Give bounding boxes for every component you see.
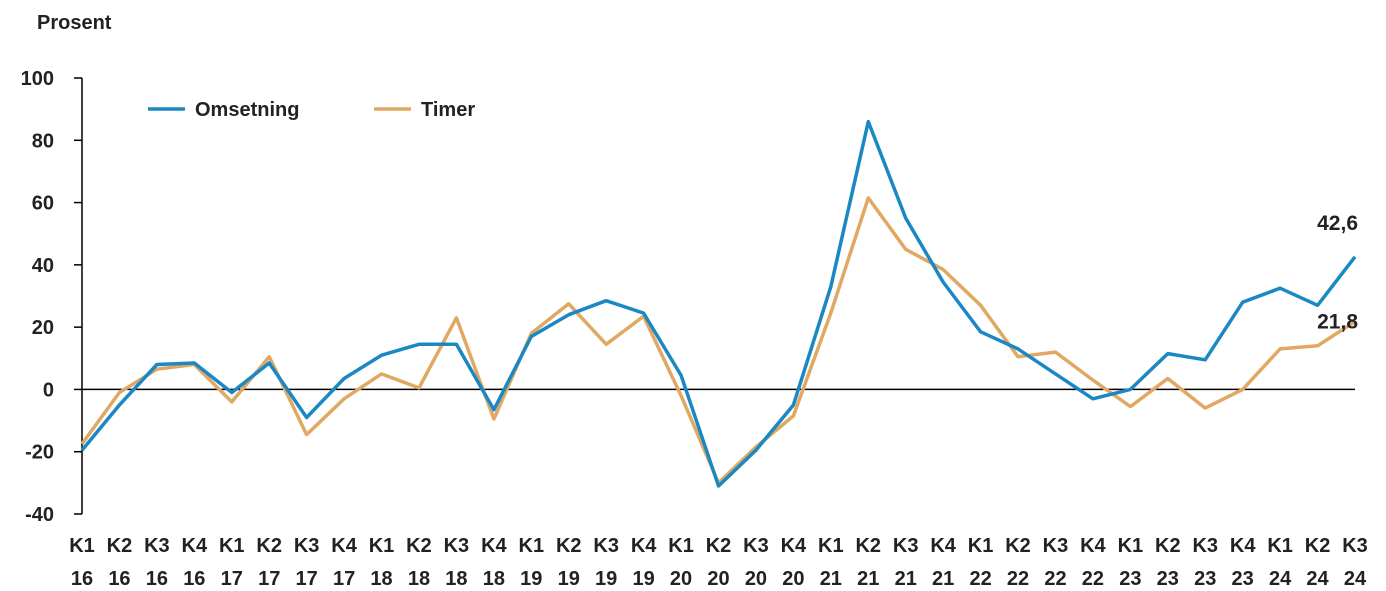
x-tick-label-quarter: K4	[781, 535, 807, 557]
x-tick-label-year: 22	[969, 568, 991, 590]
x-tick-label-year: 21	[895, 568, 917, 590]
x-tick-label-quarter: K4	[331, 535, 357, 557]
y-tick-label: 20	[32, 317, 54, 339]
x-tick-label-year: 20	[745, 568, 767, 590]
x-tick-label-quarter: K1	[1118, 535, 1144, 557]
x-tick-label-year: 16	[146, 568, 168, 590]
x-tick-label-quarter: K2	[1155, 535, 1181, 557]
x-tick-label-year: 20	[670, 568, 692, 590]
x-tick-label-year: 19	[595, 568, 617, 590]
x-tick-label-year: 19	[520, 568, 542, 590]
y-tick-label: 80	[32, 130, 54, 152]
x-tick-label-year: 17	[296, 568, 318, 590]
x-tick-label-quarter: K2	[107, 535, 133, 557]
x-tick-label-year: 18	[445, 568, 467, 590]
x-tick-label-quarter: K4	[1230, 535, 1256, 557]
x-tick-label-quarter: K4	[930, 535, 956, 557]
x-tick-label-year: 21	[932, 568, 954, 590]
y-tick-label: 0	[43, 379, 54, 401]
x-tick-label-year: 22	[1007, 568, 1029, 590]
x-tick-label-year: 20	[782, 568, 804, 590]
x-tick-label-quarter: K2	[406, 535, 432, 557]
x-tick-label-year: 18	[408, 568, 430, 590]
end-label-omsetning: 42,6	[1317, 212, 1358, 235]
x-tick-label-quarter: K1	[668, 535, 694, 557]
legend-label-omsetning: Omsetning	[195, 99, 299, 121]
x-tick-label-year: 23	[1232, 568, 1254, 590]
x-tick-label-year: 22	[1082, 568, 1104, 590]
x-tick-label-year: 17	[333, 568, 355, 590]
x-tick-label-quarter: K3	[294, 535, 320, 557]
x-tick-label-quarter: K3	[893, 535, 919, 557]
x-tick-label-year: 23	[1119, 568, 1141, 590]
x-tick-label-year: 19	[558, 568, 580, 590]
y-tick-label: 60	[32, 193, 54, 215]
x-tick-label-quarter: K3	[144, 535, 170, 557]
x-tick-label-year: 16	[71, 568, 93, 590]
x-tick-label-quarter: K1	[1267, 535, 1293, 557]
y-tick-label: 40	[32, 255, 54, 277]
series-line-omsetning	[80, 119, 1357, 488]
series-line-timer	[80, 196, 1356, 485]
x-tick-label-quarter: K2	[256, 535, 282, 557]
x-tick-label-year: 23	[1157, 568, 1179, 590]
x-tick-label-quarter: K1	[818, 535, 844, 557]
x-tick-label-year: 17	[258, 568, 280, 590]
x-tick-label-quarter: K3	[743, 535, 769, 557]
x-tick-label-quarter: K2	[556, 535, 582, 557]
x-tick-label-year: 24	[1344, 568, 1367, 590]
x-tick-label-year: 24	[1269, 568, 1292, 590]
x-tick-label-quarter: K1	[369, 535, 395, 557]
x-tick-label-year: 24	[1306, 568, 1329, 590]
x-tick-label-quarter: K3	[444, 535, 470, 557]
x-tick-label-quarter: K1	[519, 535, 545, 557]
y-tick-label: -40	[25, 504, 54, 526]
x-tick-label-year: 22	[1044, 568, 1066, 590]
x-tick-label-quarter: K4	[481, 535, 507, 557]
x-tick-label-year: 19	[632, 568, 654, 590]
x-tick-label-year: 18	[483, 568, 505, 590]
x-tick-label-year: 16	[108, 568, 130, 590]
x-tick-label-quarter: K2	[855, 535, 881, 557]
x-tick-label-quarter: K3	[593, 535, 619, 557]
x-tick-label-quarter: K1	[219, 535, 245, 557]
y-tick-label: -20	[25, 442, 54, 464]
x-tick-label-quarter: K1	[69, 535, 95, 557]
x-tick-label-year: 17	[221, 568, 243, 590]
x-tick-label-year: 16	[183, 568, 205, 590]
y-tick-label: 100	[21, 68, 54, 90]
x-tick-label-quarter: K1	[968, 535, 994, 557]
legend-label-timer: Timer	[421, 99, 475, 121]
y-axis-title: Prosent	[37, 12, 112, 34]
x-tick-label-year: 18	[370, 568, 392, 590]
x-tick-label-year: 21	[820, 568, 842, 590]
x-tick-label-quarter: K2	[1005, 535, 1031, 557]
x-tick-label-year: 20	[707, 568, 729, 590]
x-tick-label-quarter: K3	[1043, 535, 1069, 557]
x-tick-label-quarter: K2	[706, 535, 732, 557]
x-tick-label-quarter: K3	[1342, 535, 1368, 557]
x-tick-label-quarter: K4	[182, 535, 208, 557]
x-tick-label-quarter: K4	[1080, 535, 1106, 557]
x-tick-label-quarter: K2	[1305, 535, 1331, 557]
x-tick-label-year: 23	[1194, 568, 1216, 590]
x-tick-label-quarter: K4	[631, 535, 657, 557]
x-tick-label-year: 21	[857, 568, 879, 590]
x-tick-label-quarter: K3	[1192, 535, 1218, 557]
end-label-timer: 21,8	[1317, 311, 1358, 334]
